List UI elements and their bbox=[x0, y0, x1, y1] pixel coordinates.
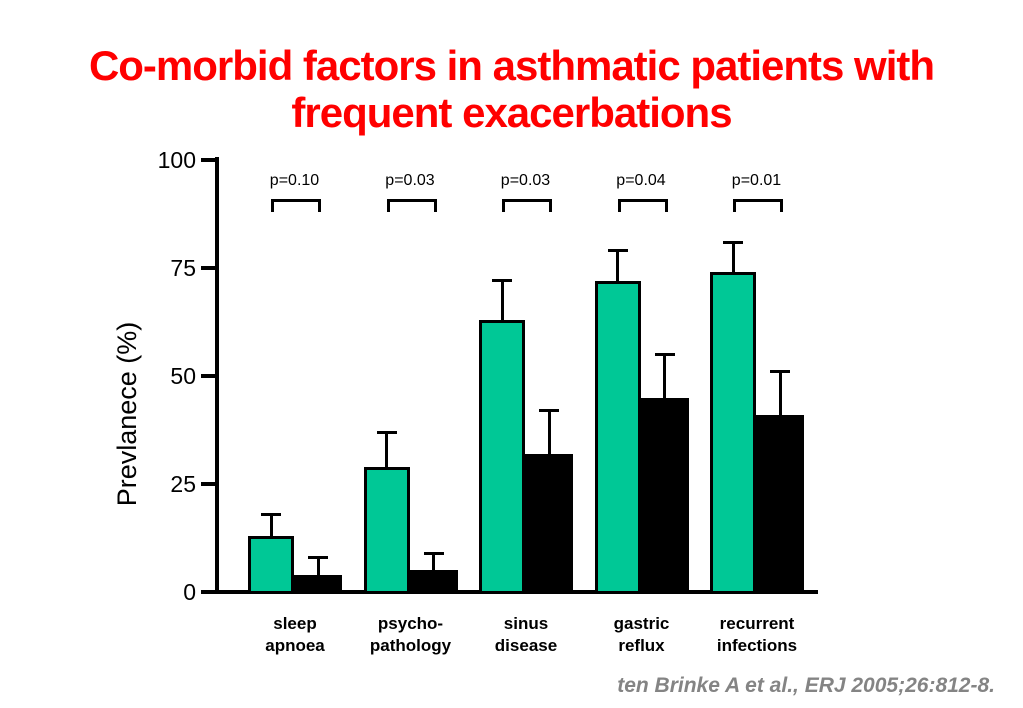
significance-bracket bbox=[386, 199, 437, 202]
x-category-label: sleep apnoea bbox=[235, 613, 355, 657]
error-bar-line-green bbox=[269, 514, 273, 536]
y-tick-label: 100 bbox=[157, 147, 196, 173]
bar-black-sleep-apnoea bbox=[294, 574, 342, 594]
slide-title-line2: frequent exacerbations bbox=[291, 89, 732, 136]
p-value-label: p=0.03 bbox=[385, 172, 435, 189]
significance-bracket bbox=[271, 199, 321, 202]
error-bar-cap-black bbox=[770, 370, 790, 374]
bar-black-gastric-reflux bbox=[640, 397, 689, 594]
error-bar-line-black bbox=[547, 410, 551, 454]
slide-title: Co-morbid factors in asthmatic patients … bbox=[0, 42, 1023, 136]
bar-green-sinus-disease bbox=[479, 319, 525, 594]
y-tick-label: 0 bbox=[183, 579, 196, 605]
bar-black-sinus-disease bbox=[525, 453, 573, 594]
p-value-label: p=0.03 bbox=[500, 172, 551, 189]
y-tick-mark bbox=[201, 158, 215, 162]
x-category-label: sinus disease bbox=[466, 613, 586, 657]
x-category-label-line: reflux bbox=[618, 636, 665, 655]
x-category-label-line: gastric bbox=[613, 614, 670, 633]
bar-green-sleep-apnoea bbox=[248, 535, 294, 594]
x-category-label: gastric reflux bbox=[582, 613, 702, 657]
y-tick-label: 25 bbox=[170, 471, 196, 497]
y-tick-label: 75 bbox=[170, 255, 196, 281]
significance-bracket-end bbox=[318, 199, 321, 212]
error-bar-cap-green bbox=[261, 512, 281, 516]
significance-bracket-end bbox=[502, 199, 505, 212]
bar-green-psycho-pathology bbox=[363, 466, 410, 594]
significance-bracket-end bbox=[549, 199, 552, 212]
significance-bracket-end bbox=[271, 199, 274, 212]
y-axis-line bbox=[215, 157, 219, 594]
significance-bracket bbox=[617, 199, 668, 202]
error-bar-cap-green bbox=[607, 249, 628, 253]
x-category-label-line: infections bbox=[716, 636, 798, 655]
error-bar-line-green bbox=[500, 280, 504, 320]
error-bar-line-black bbox=[432, 553, 435, 571]
y-tick-mark bbox=[201, 590, 215, 594]
x-category-label-line: sleep bbox=[273, 614, 317, 633]
error-bar-line-black bbox=[778, 371, 782, 415]
slide-title-line1: Co-morbid factors in asthmatic patients … bbox=[88, 42, 935, 89]
significance-bracket-end bbox=[733, 199, 736, 212]
bar-green-gastric-reflux bbox=[594, 280, 641, 594]
significance-bracket-end bbox=[780, 199, 783, 212]
p-value-label: p=0.01 bbox=[731, 172, 782, 189]
error-bar-cap-black bbox=[423, 551, 444, 555]
error-bar-cap-black bbox=[654, 352, 675, 356]
error-bar-line-black bbox=[316, 557, 320, 575]
error-bar-line-green bbox=[385, 432, 388, 467]
significance-bracket-end bbox=[386, 199, 390, 212]
y-tick-mark bbox=[201, 374, 215, 378]
y-tick-mark bbox=[201, 482, 215, 486]
error-bar-line-green bbox=[616, 250, 619, 281]
bar-black-recurrent-infections bbox=[756, 414, 804, 594]
x-category-label: psycho-pathology bbox=[351, 613, 471, 657]
x-category-label-line: disease bbox=[494, 636, 558, 655]
error-bar-cap-green bbox=[376, 430, 397, 434]
error-bar-line-green bbox=[731, 242, 735, 273]
error-bar-cap-black bbox=[539, 409, 559, 413]
y-tick-mark bbox=[201, 266, 215, 270]
bar-green-recurrent-infections bbox=[710, 272, 756, 594]
p-value-label: p=0.04 bbox=[616, 172, 666, 189]
y-tick-label: 50 bbox=[170, 363, 196, 389]
significance-bracket-end bbox=[617, 199, 621, 212]
x-category-label-line: psycho- bbox=[377, 614, 444, 633]
x-category-label-line: recurrent bbox=[719, 614, 795, 633]
error-bar-cap-black bbox=[308, 555, 328, 559]
bar-black-psycho-pathology bbox=[409, 570, 458, 594]
error-bar-line-black bbox=[663, 354, 666, 398]
x-category-label-line: apnoea bbox=[265, 636, 325, 655]
significance-bracket bbox=[733, 199, 783, 202]
significance-bracket-end bbox=[433, 199, 437, 212]
x-category-label-line: sinus bbox=[503, 614, 549, 633]
error-bar-cap-green bbox=[492, 279, 512, 283]
error-bar-cap-green bbox=[723, 240, 743, 244]
x-category-label: recurrent infections bbox=[697, 613, 817, 657]
citation: ten Brinke A et al., ERJ 2005;26:812-8. bbox=[617, 674, 995, 697]
x-category-label-line: pathology bbox=[369, 636, 452, 655]
significance-bracket bbox=[502, 199, 552, 202]
p-value-label: p=0.10 bbox=[269, 172, 320, 189]
significance-bracket-end bbox=[664, 199, 668, 212]
